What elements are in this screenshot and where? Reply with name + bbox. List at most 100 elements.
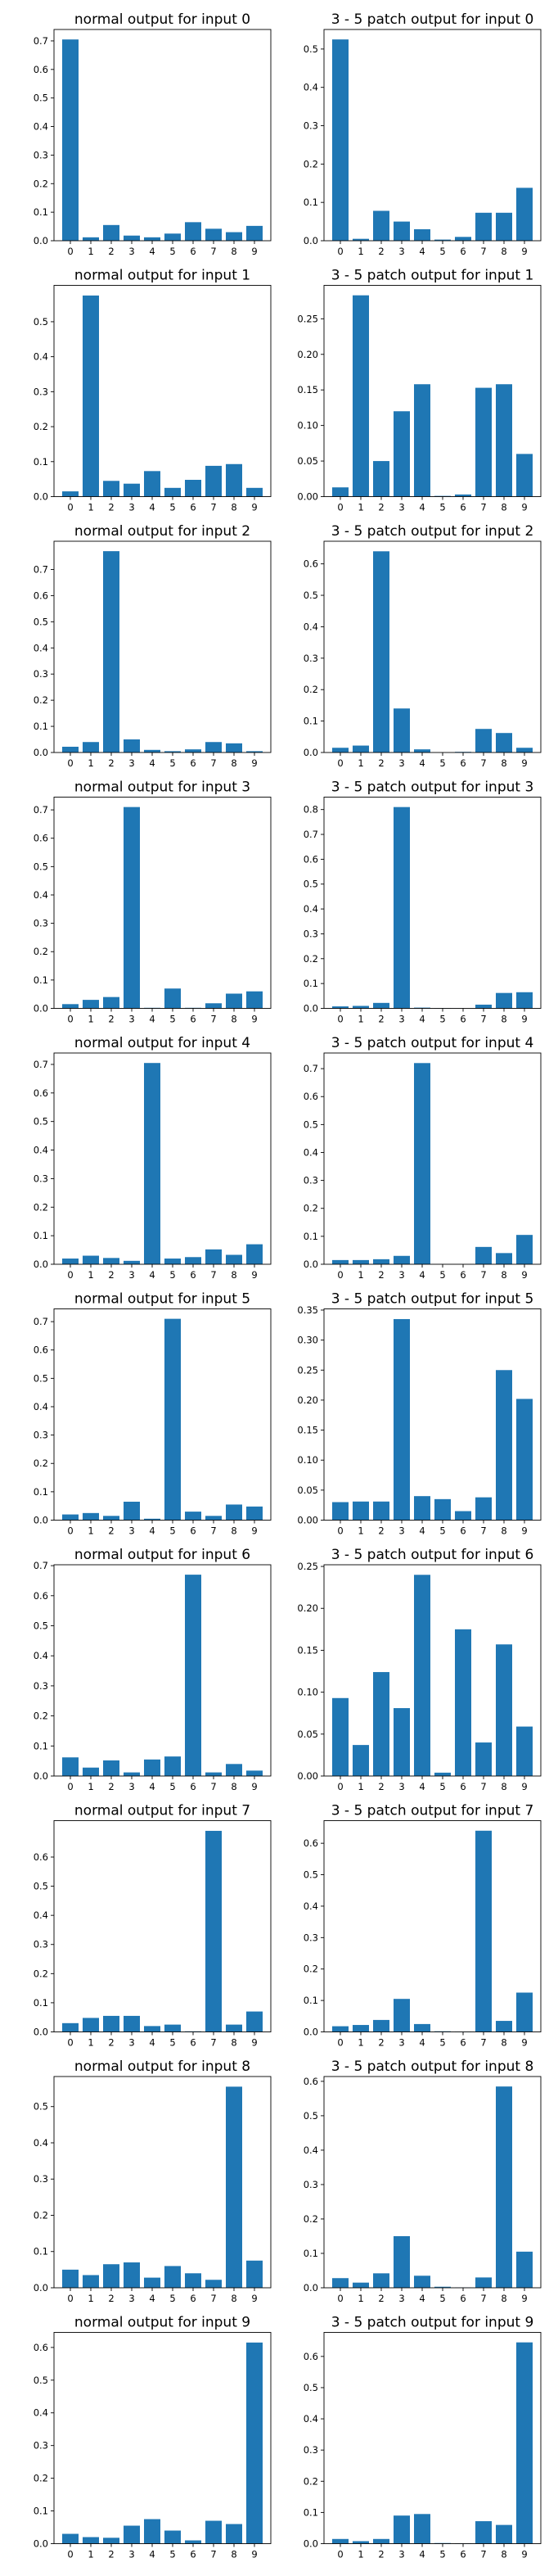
subplot-8: normal output for input 4 0.0 0.1 0.2 0.3 0.4… <box>34 1035 272 1281</box>
y-tick-label: 0.00 <box>297 491 318 503</box>
bar-6 <box>185 2540 201 2544</box>
x-tick-label: 5 <box>169 502 175 513</box>
bar-2 <box>373 1259 389 1264</box>
x-tick-label: 5 <box>439 1525 445 1537</box>
y-tick-label: 0.7 <box>304 1063 318 1074</box>
x-tick-label: 3 <box>128 1525 134 1537</box>
bar-3 <box>394 1708 410 1776</box>
subplot-title: 3 - 5 patch output for input 0 <box>331 11 534 28</box>
bar-8 <box>226 1254 242 1264</box>
bar-5 <box>164 2266 181 2288</box>
bar-9 <box>516 454 533 497</box>
bar-9 <box>516 1235 533 1264</box>
x-tick-label: 5 <box>169 2549 175 2560</box>
axes-frame <box>323 2332 542 2544</box>
bar-1 <box>353 2282 369 2288</box>
y-tick-label: 0.2 <box>34 2473 48 2484</box>
x-tick-label: 0 <box>337 757 343 769</box>
x-tick-label: 9 <box>251 2549 257 2560</box>
x-tick-label: 3 <box>398 2037 404 2049</box>
bar-9 <box>516 2342 533 2544</box>
x-tick-label: 6 <box>460 246 466 257</box>
y-tick-label: 0.5 <box>304 1869 318 1881</box>
y-tick-label: 0.5 <box>34 93 48 104</box>
x-tick-label: 9 <box>521 2549 527 2560</box>
bar-2 <box>103 1760 119 1776</box>
bar-7 <box>205 1249 222 1264</box>
x-tick-label: 3 <box>128 2549 134 2560</box>
bar-4 <box>144 1063 160 1264</box>
y-tick-label: 0.1 <box>34 1230 48 1241</box>
bar-0 <box>62 746 79 752</box>
y-tick-label: 0.3 <box>34 1939 48 1950</box>
y-tick-label: 0.30 <box>297 1335 318 1346</box>
bar-8 <box>496 384 512 497</box>
y-tick-label: 0.00 <box>297 1770 318 1782</box>
y-tick-label: 0.0 <box>304 2538 318 2550</box>
bar-0 <box>62 1259 79 1264</box>
y-tick-label: 0.5 <box>34 2101 48 2113</box>
y-tick-label: 0.5 <box>34 2375 48 2386</box>
y-tick-label: 0.5 <box>34 316 48 328</box>
bar-3 <box>394 221 410 241</box>
x-tick-label: 8 <box>231 502 236 513</box>
x-tick-label: 6 <box>460 2293 466 2304</box>
x-tick-label: 8 <box>501 2293 506 2304</box>
subplot-title: normal output for input 2 <box>74 523 250 540</box>
y-tick-label: 0.0 <box>34 1515 48 1526</box>
bar-1 <box>83 295 99 497</box>
bar-2 <box>103 2538 119 2544</box>
y-tick-label: 0.25 <box>297 1561 318 1572</box>
y-tick-label: 0.5 <box>34 616 48 627</box>
x-tick-label: 7 <box>210 2549 216 2560</box>
y-tick-label: 0.2 <box>34 1457 48 1469</box>
bar-2 <box>373 1672 389 1776</box>
x-tick-label: 2 <box>378 1014 384 1025</box>
x-tick-label: 7 <box>210 1014 216 1025</box>
x-tick-label: 4 <box>419 502 425 513</box>
x-tick-label: 7 <box>480 502 486 513</box>
y-tick-label: 0.2 <box>34 1711 48 1722</box>
bar-4 <box>144 1759 160 1776</box>
x-tick-label: 2 <box>108 2549 114 2560</box>
bar-6 <box>455 494 471 497</box>
bar-1 <box>83 742 99 752</box>
y-tick-label: 0.2 <box>34 1968 48 1979</box>
x-tick-label: 1 <box>88 1781 93 1792</box>
y-tick-label: 0.3 <box>304 120 318 132</box>
x-tick-label: 0 <box>67 1014 73 1025</box>
x-tick-label: 1 <box>88 1269 93 1281</box>
x-tick-label: 8 <box>231 2293 236 2304</box>
x-tick-label: 4 <box>149 1014 155 1025</box>
y-tick-label: 0.5 <box>34 1116 48 1128</box>
bar-7 <box>475 387 492 497</box>
bar-8 <box>226 2524 242 2544</box>
x-tick-label: 0 <box>337 2549 343 2560</box>
axes-frame <box>323 1564 542 1777</box>
x-tick-label: 2 <box>108 1269 114 1281</box>
y-tick-label: 0.5 <box>304 2382 318 2393</box>
axes-frame <box>323 285 542 497</box>
y-tick-label: 0.0 <box>34 2282 48 2294</box>
bar-8 <box>496 1253 512 1264</box>
x-tick-label: 9 <box>251 2293 257 2304</box>
x-tick-label: 8 <box>231 1781 236 1792</box>
x-tick-label: 8 <box>231 2549 236 2560</box>
bar-1 <box>83 1767 99 1776</box>
y-tick-label: 0.2 <box>304 2475 318 2487</box>
bar-5 <box>164 1318 181 1521</box>
bar-9 <box>516 1399 533 1521</box>
y-tick-label: 0.4 <box>34 642 48 653</box>
x-tick-label: 8 <box>501 1269 506 1281</box>
bar-1 <box>353 295 369 497</box>
bar-7 <box>475 2521 492 2544</box>
axes-frame <box>53 1820 272 2032</box>
bar-4 <box>414 749 430 752</box>
bar-1 <box>353 1006 369 1009</box>
bar-7 <box>205 2280 222 2288</box>
y-tick-label: 0.3 <box>34 918 48 929</box>
bar-9 <box>246 487 263 497</box>
bar-2 <box>373 551 389 752</box>
x-tick-label: 7 <box>210 1781 216 1792</box>
bar-5 <box>164 988 181 1009</box>
